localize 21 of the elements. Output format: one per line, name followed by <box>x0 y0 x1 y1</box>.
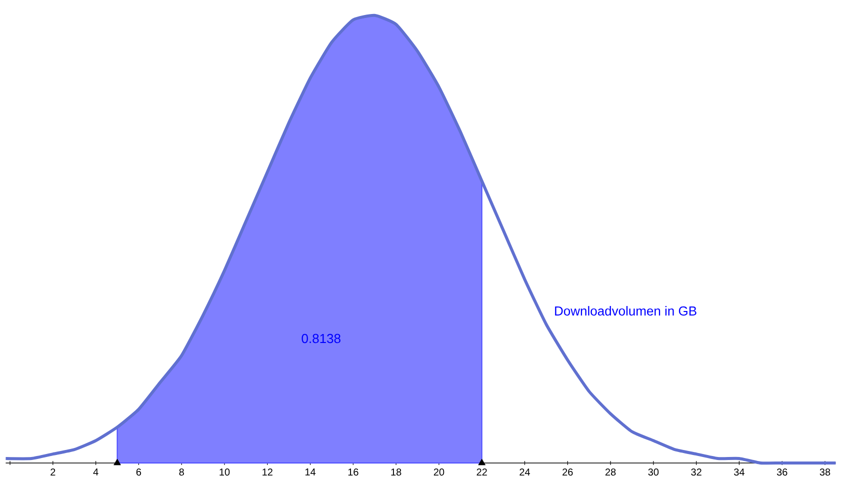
x-tick-label: 30 <box>648 468 659 476</box>
x-tick-label: 10 <box>220 468 230 476</box>
x-tick-label: 16 <box>348 468 358 476</box>
x-tick-label: 28 <box>605 468 616 476</box>
x-tick-label: 14 <box>305 468 316 476</box>
x-tick-label: 36 <box>776 468 788 476</box>
x-tick-label: 6 <box>136 468 142 476</box>
x-tick-label: 26 <box>562 468 573 476</box>
x-tick-label: 20 <box>434 468 444 476</box>
x-tick-label: 12 <box>262 468 272 476</box>
annotation: 0.8138 <box>302 334 340 344</box>
x-tick-label: 2 <box>50 468 56 476</box>
x-tick-label: 22 <box>476 468 487 476</box>
series-label: Downloadvolumen in GB <box>555 306 696 316</box>
x-tick-label: 18 <box>391 468 402 476</box>
x-tick-label: 38 <box>820 468 830 476</box>
x-tick-label: 8 <box>179 468 184 476</box>
x-tick-label: 4 <box>93 468 98 476</box>
x-tick-label: 32 <box>691 468 702 476</box>
x-tick-label: 24 <box>520 468 530 476</box>
x-tick-label: 34 <box>734 468 744 476</box>
